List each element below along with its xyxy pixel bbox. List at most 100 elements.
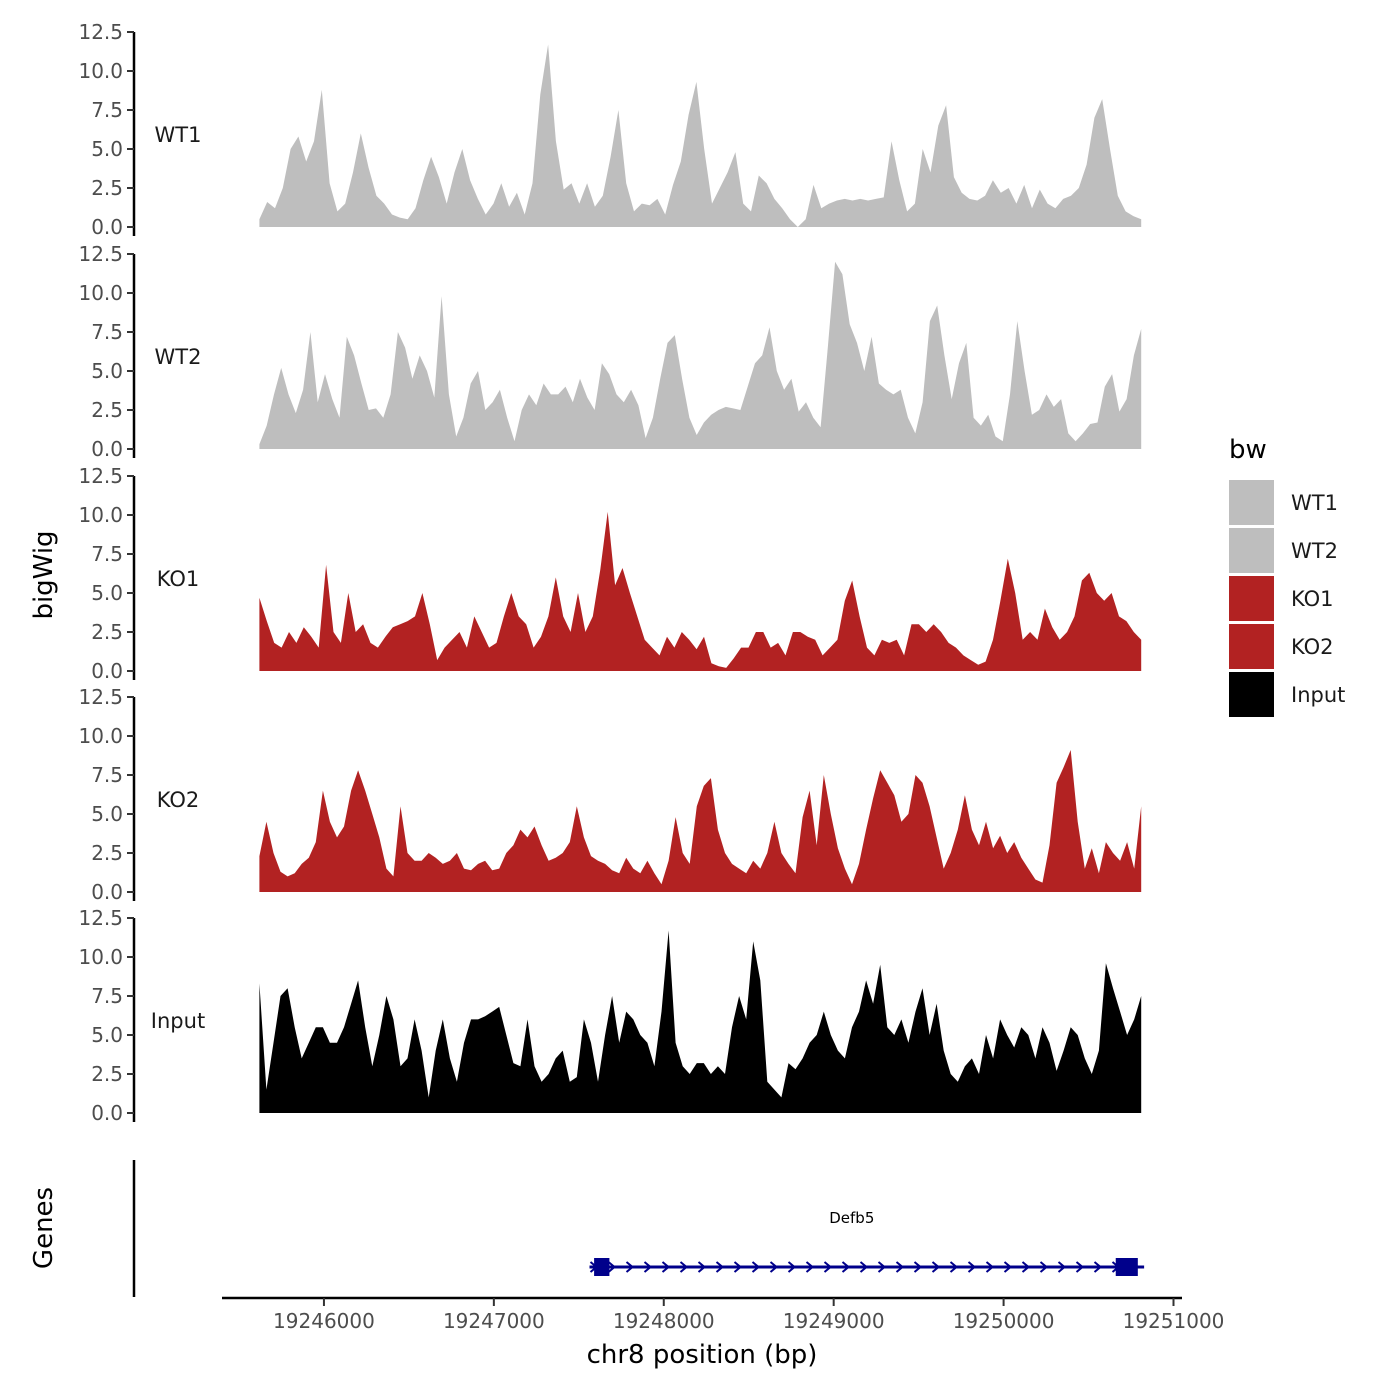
area-input [259,930,1142,1113]
gene-label: Defb5 [829,1209,874,1227]
strand-arrow-icon [625,1261,635,1273]
y-tick-label: 0.0 [91,215,123,239]
strand-arrow-icon [1039,1261,1049,1273]
strand-arrow-icon [607,1261,617,1273]
gene-exon [594,1258,610,1276]
gene-exon [1115,1258,1138,1276]
legend-swatch-ko1 [1229,576,1274,621]
track-ko2: 0.0 2.5 5.0 7.5 10.0 12.5 KO2 [78,685,1142,904]
strand-arrow-icon [715,1261,725,1273]
track-input: 0.0 2.5 5.0 7.5 10.0 12.5 Input [78,906,1142,1125]
x-tick-label: 19246000 [273,1309,375,1333]
track-label-wt1: WT1 [155,123,202,147]
y-tick-label: 7.5 [91,763,123,787]
strand-arrow-icon [859,1261,869,1273]
track-label-wt2: WT2 [155,345,202,369]
y-tick-label: 0.0 [91,1101,123,1125]
gene-panel: Defb5 [132,1160,1145,1297]
track-wt2: 0.0 2.5 5.0 7.5 10.0 12.5 WT2 [78,242,1142,461]
gene-axis-title: Genes [29,1187,59,1269]
y-tick-label: 5.0 [91,1023,123,1047]
y-tick-label: 12.5 [78,242,123,266]
y-tick-label: 12.5 [78,20,123,44]
y-tick-label: 0.0 [91,437,123,461]
strand-arrow-icon [1075,1261,1085,1273]
track-wt1: 0.0 2.5 5.0 7.5 10.0 12.5 WT1 [78,20,1142,239]
y-tick-label: 7.5 [91,542,123,566]
track-label-input: Input [151,1009,205,1033]
legend-swatch-input [1229,672,1274,717]
strand-arrow-icon [877,1261,887,1273]
strand-arrow-icon [1057,1261,1067,1273]
strand-arrow-icon [1093,1261,1103,1273]
strand-arrow-icon [1003,1261,1013,1273]
y-tick-label: 10.0 [78,945,123,969]
y-tick-label: 0.0 [91,659,123,683]
x-tick-label: 19247000 [443,1309,545,1333]
strand-arrow-icon [733,1261,743,1273]
y-tick-label: 10.0 [78,503,123,527]
y-tick-label: 7.5 [91,320,123,344]
y-tick-label: 2.5 [91,176,123,200]
legend-swatch-ko2 [1229,624,1274,669]
strand-arrow-icon [661,1261,671,1273]
strand-arrow-icon [823,1261,833,1273]
y-tick-label: 7.5 [91,984,123,1008]
strand-arrow-icon [787,1261,797,1273]
y-tick-label: 2.5 [91,398,123,422]
strand-arrow-icon [841,1261,851,1273]
legend: bw WT1 WT2 KO1 KO2 Input [1229,435,1345,717]
y-tick-label: 2.5 [91,841,123,865]
strand-arrow-icon [967,1261,977,1273]
strand-arrow-icon [985,1261,995,1273]
legend-swatch-wt1 [1229,480,1274,525]
area-ko2 [259,750,1142,892]
x-tick-label: 19250000 [953,1309,1055,1333]
y-tick-label: 0.0 [91,880,123,904]
strand-arrow-icon [769,1261,779,1273]
signal-tracks: 0.0 2.5 5.0 7.5 10.0 12.5 WT1 0.0 2.5 5.0 7.5 10.0 1… [78,20,1142,1125]
x-axis-title: chr8 position (bp) [587,1340,818,1370]
legend-label-input: Input [1291,683,1345,707]
strand-arrow-icon [931,1261,941,1273]
y-tick-label: 5.0 [91,137,123,161]
strand-arrow-icon [895,1261,905,1273]
legend-label-ko2: KO2 [1291,635,1334,659]
y-tick-label: 12.5 [78,685,123,709]
strand-arrow-icon [913,1261,923,1273]
track-label-ko2: KO2 [157,788,200,812]
x-tick-label: 19251000 [1123,1309,1225,1333]
legend-label-wt1: WT1 [1291,491,1338,515]
y-tick-label: 10.0 [78,724,123,748]
y-tick-label: 5.0 [91,581,123,605]
legend-title: bw [1229,435,1267,465]
x-tick-label: 19249000 [783,1309,885,1333]
y-tick-label: 12.5 [78,464,123,488]
x-axis: 19246000 19247000 19248000 19249000 19250000… [222,1296,1225,1333]
y-tick-label: 5.0 [91,359,123,383]
strand-arrow-icon [643,1261,653,1273]
strand-arrow-icon [949,1261,959,1273]
strand-arrow-icon [679,1261,689,1273]
y-tick-label: 10.0 [78,281,123,305]
strand-arrow-icon [697,1261,707,1273]
strand-arrow-icon [751,1261,761,1273]
area-wt2 [259,261,1142,449]
strand-arrow-icon [805,1261,815,1273]
y-tick-label: 5.0 [91,802,123,826]
x-tick-label: 19248000 [613,1309,715,1333]
legend-label-ko1: KO1 [1291,587,1334,611]
area-wt1 [259,44,1142,227]
legend-swatch-wt2 [1229,528,1274,573]
track-ko1: 0.0 2.5 5.0 7.5 10.0 12.5 KO1 [78,464,1142,683]
legend-label-wt2: WT2 [1291,539,1338,563]
strand-arrow-icon [1021,1261,1031,1273]
area-ko1 [259,511,1142,671]
y-tick-label: 7.5 [91,98,123,122]
y-tick-label: 2.5 [91,620,123,644]
y-tick-label: 2.5 [91,1062,123,1086]
y-tick-label: 10.0 [78,59,123,83]
y-tick-label: 12.5 [78,906,123,930]
track-label-ko1: KO1 [157,567,200,591]
